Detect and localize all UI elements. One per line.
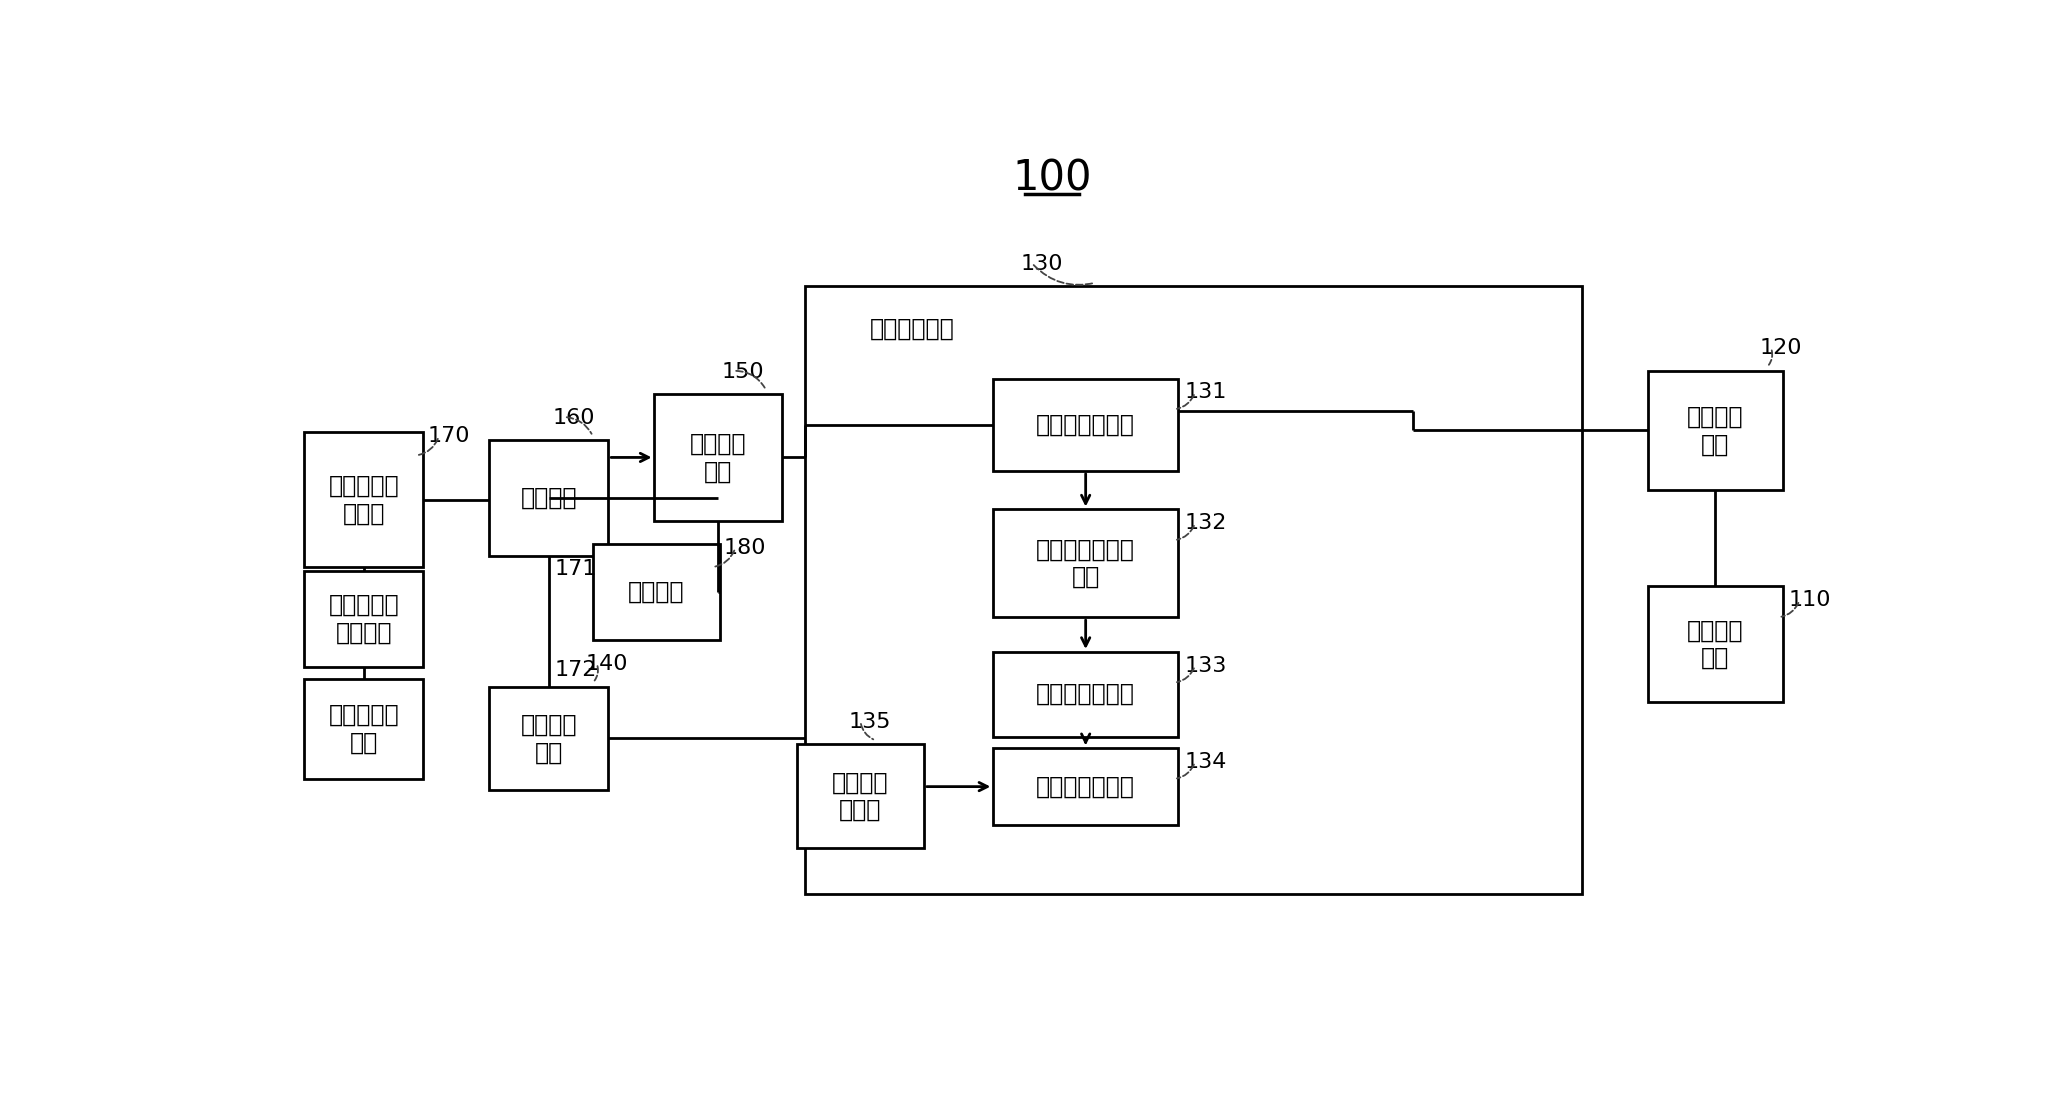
Text: 150: 150	[723, 361, 764, 382]
Text: 话单子句互转子
模块: 话单子句互转子 模块	[1037, 537, 1135, 589]
Text: 前端模块: 前端模块	[519, 486, 577, 510]
Bar	[304, 433, 423, 567]
Text: 120: 120	[1759, 338, 1803, 359]
Text: 110: 110	[1788, 590, 1831, 610]
Text: 172: 172	[554, 659, 597, 679]
Text: 130: 130	[1020, 253, 1063, 274]
Text: 数据标注
模块: 数据标注 模块	[519, 712, 577, 764]
Bar	[994, 652, 1178, 737]
Bar	[797, 744, 924, 848]
Bar	[489, 440, 608, 556]
Bar	[1649, 371, 1782, 490]
Text: 170: 170	[427, 426, 470, 446]
Text: 授信权限控
制模块: 授信权限控 制模块	[328, 473, 398, 525]
Text: 并发引擎: 并发引擎	[628, 580, 684, 604]
Text: 身份数据获
取子模块: 身份数据获 取子模块	[328, 593, 398, 645]
Text: 140: 140	[585, 654, 628, 674]
Bar	[805, 286, 1583, 894]
Text: 131: 131	[1185, 382, 1226, 402]
Bar	[593, 544, 721, 641]
Text: 135: 135	[848, 712, 891, 732]
Text: 人工标注子模块: 人工标注子模块	[1037, 775, 1135, 798]
Text: 坐席业务
模块: 坐席业务 模块	[1688, 619, 1743, 671]
Bar	[655, 394, 782, 521]
Text: 133: 133	[1185, 656, 1226, 676]
Bar	[304, 571, 423, 667]
Text: 身份认证子
模块: 身份认证子 模块	[328, 702, 398, 755]
Bar	[489, 687, 608, 791]
Text: 数据查询
引擎: 数据查询 引擎	[690, 432, 745, 483]
Text: 模型训练
子模块: 模型训练 子模块	[831, 771, 889, 822]
Text: 160: 160	[552, 407, 595, 428]
Text: 数据同步
模块: 数据同步 模块	[1688, 404, 1743, 457]
Text: 话单储存子模块: 话单储存子模块	[1037, 413, 1135, 437]
Bar	[994, 510, 1178, 618]
Bar	[1649, 587, 1782, 702]
Text: 180: 180	[725, 538, 766, 558]
Bar	[304, 679, 423, 778]
Text: 171: 171	[554, 559, 597, 579]
Bar	[994, 379, 1178, 471]
Text: 100: 100	[1012, 157, 1092, 199]
Text: 系统标注子模块: 系统标注子模块	[1037, 683, 1135, 706]
Text: 132: 132	[1185, 513, 1226, 533]
Text: 数据处理模块: 数据处理模块	[870, 316, 955, 340]
Text: 134: 134	[1185, 752, 1226, 772]
Bar	[994, 748, 1178, 825]
